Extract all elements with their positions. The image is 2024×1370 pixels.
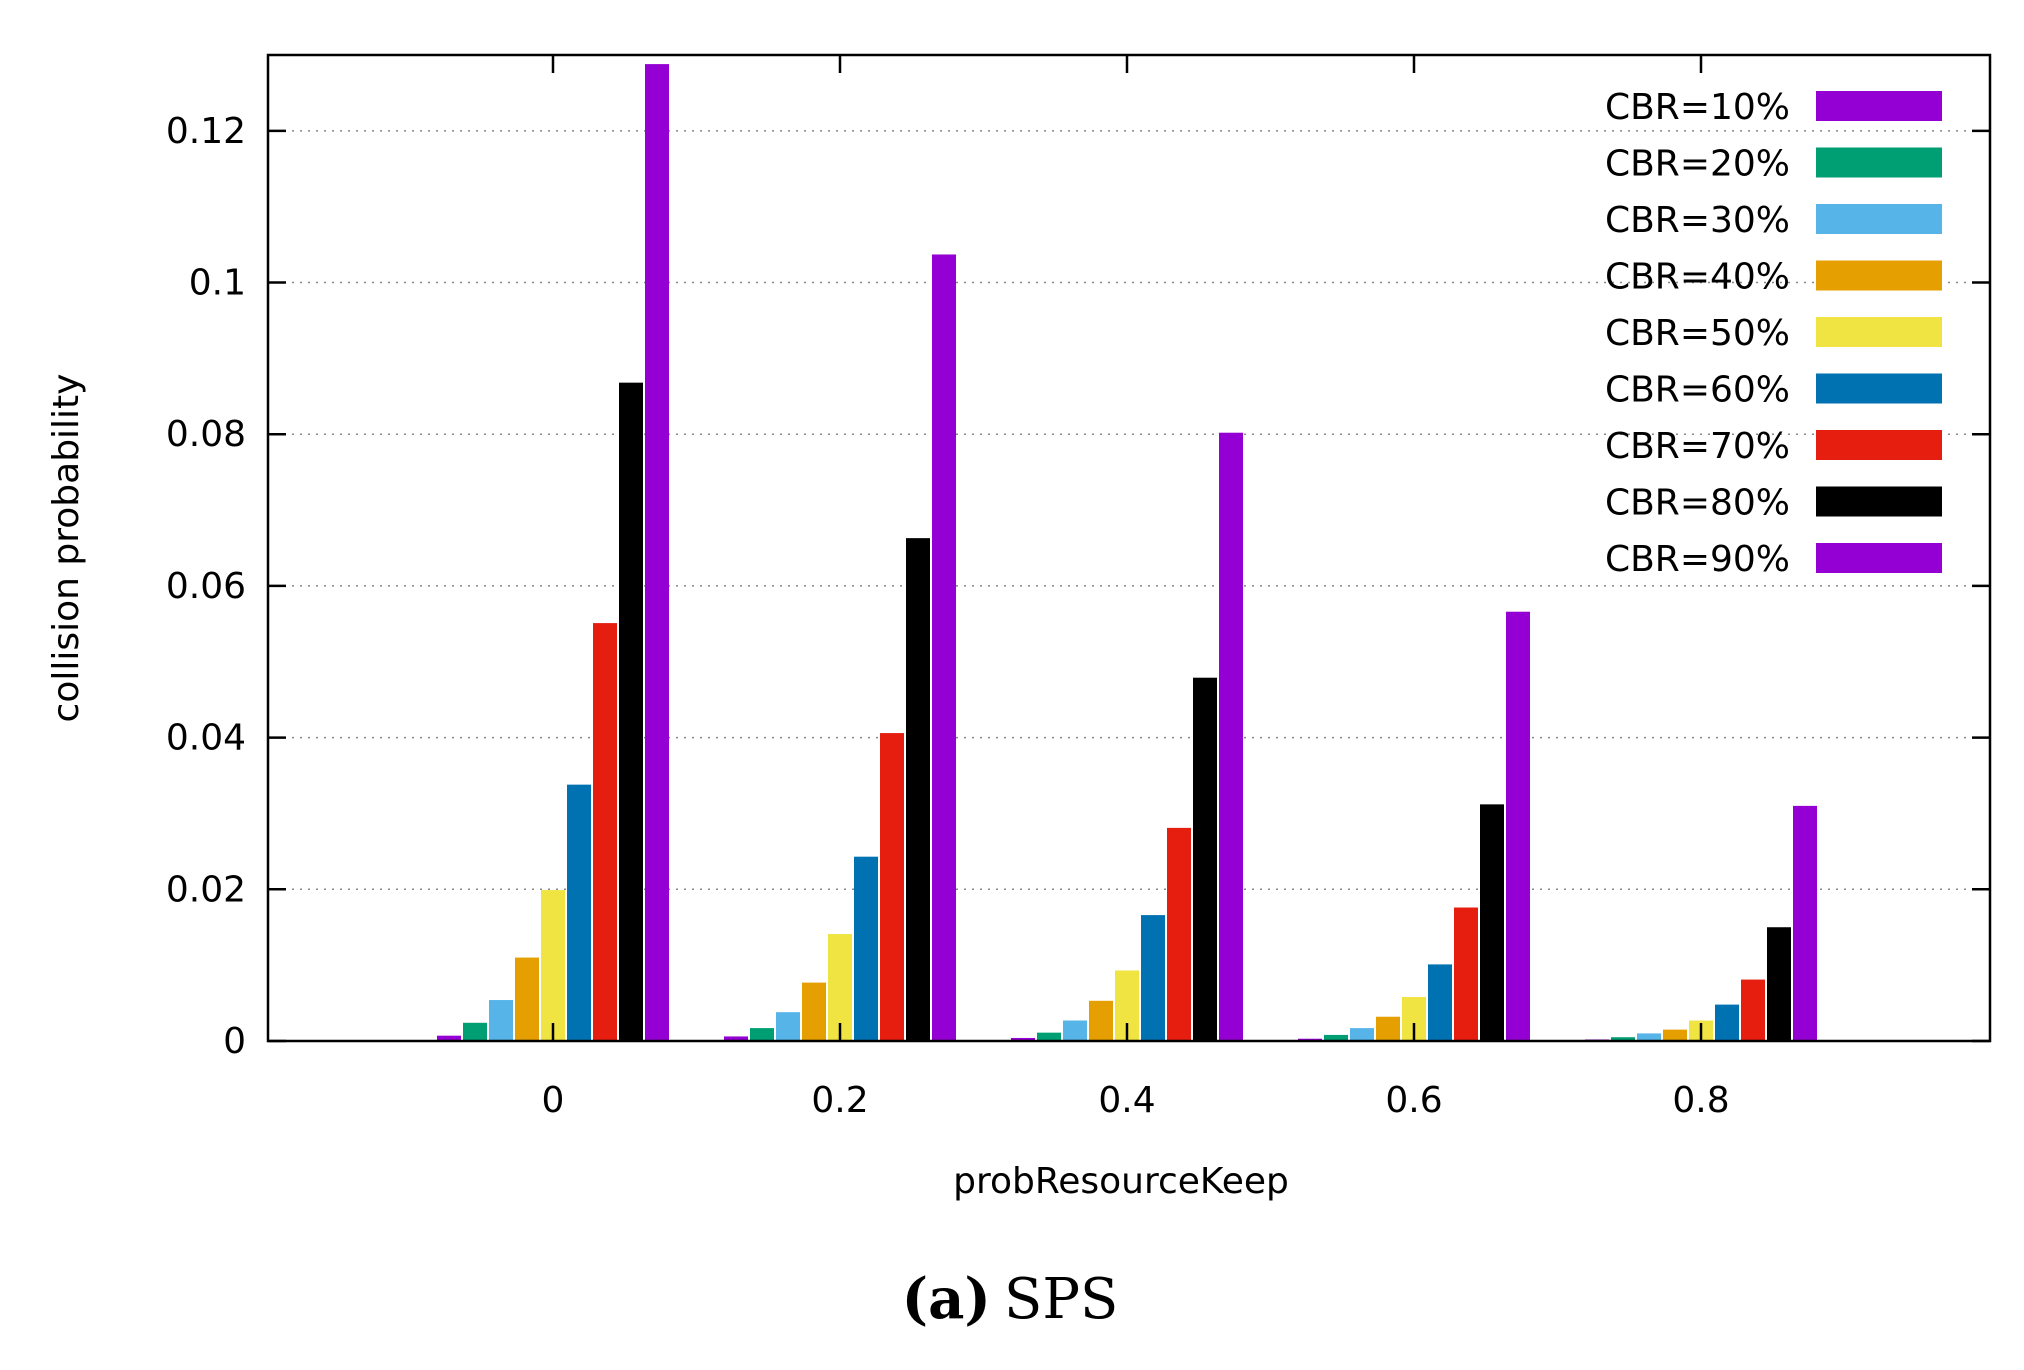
bar	[1741, 979, 1765, 1041]
legend-swatch	[1816, 430, 1942, 460]
x-axis-title: probResourceKeep	[953, 1161, 1289, 1202]
legend-label: CBR=70%	[1605, 426, 1790, 467]
bar	[1324, 1034, 1348, 1041]
bar	[1637, 1033, 1661, 1041]
legend-swatch	[1816, 91, 1942, 121]
x-tick-labels: 0 0.2 0.4 0.6 0.8	[542, 1080, 1730, 1121]
bar	[1350, 1028, 1374, 1041]
bar	[515, 957, 539, 1041]
y-tick-label: 0.04	[166, 718, 246, 759]
bar	[1376, 1016, 1400, 1041]
y-tick-label: 0.02	[166, 869, 246, 910]
legend-label: CBR=30%	[1605, 200, 1790, 241]
legend-swatch	[1816, 486, 1942, 517]
legend-label: CBR=80%	[1605, 483, 1790, 524]
legend-swatch	[1816, 147, 1942, 178]
bar	[1089, 1000, 1113, 1041]
bars	[437, 64, 1817, 1041]
bar	[1506, 611, 1530, 1041]
bar	[463, 1022, 487, 1041]
caption-text: SPS	[1004, 1267, 1118, 1332]
x-tick-label: 0	[542, 1080, 565, 1121]
bar	[1219, 432, 1243, 1041]
legend-swatch	[1816, 260, 1942, 291]
bar	[1663, 1029, 1687, 1041]
bar	[1480, 804, 1504, 1041]
y-tick-label: 0.06	[166, 566, 246, 607]
bar	[776, 1012, 800, 1041]
bar	[1011, 1037, 1035, 1041]
x-tick-label: 0.2	[811, 1080, 868, 1121]
bar	[1715, 1004, 1739, 1041]
bar	[1611, 1037, 1635, 1041]
bar	[1063, 1020, 1087, 1041]
legend-label: CBR=90%	[1605, 539, 1790, 580]
y-axis-title: collision probability	[46, 374, 87, 723]
bar	[645, 64, 669, 1041]
legend-swatch	[1816, 317, 1942, 347]
bar	[437, 1035, 461, 1041]
y-tick-label: 0	[223, 1021, 246, 1062]
y-tick-label: 0.12	[166, 111, 246, 152]
figure-caption: (a) SPS	[902, 1266, 1119, 1332]
legend-label: CBR=40%	[1605, 257, 1790, 298]
bar	[750, 1028, 774, 1041]
bar	[1428, 964, 1452, 1041]
bar	[724, 1036, 748, 1041]
bar	[1167, 827, 1191, 1041]
y-tick-label: 0.08	[166, 414, 246, 455]
bar	[802, 982, 826, 1041]
legend-swatch	[1816, 373, 1942, 404]
bar	[619, 382, 643, 1041]
bar	[541, 890, 565, 1041]
bar	[932, 254, 956, 1041]
x-tick-label: 0.4	[1098, 1080, 1155, 1121]
bar	[1793, 805, 1817, 1041]
legend-label: CBR=60%	[1605, 370, 1790, 411]
bar	[906, 538, 930, 1041]
bar	[1454, 907, 1478, 1041]
caption-label: (a)	[902, 1266, 991, 1332]
x-tick-label: 0.6	[1385, 1080, 1442, 1121]
bar	[1193, 677, 1217, 1041]
bar	[567, 784, 591, 1041]
y-tick-labels: 0 0.02 0.04 0.06 0.08 0.1 0.12	[166, 111, 246, 1062]
bar	[1141, 915, 1165, 1041]
bar	[880, 733, 904, 1041]
legend-swatch	[1816, 204, 1942, 234]
bar	[593, 623, 617, 1041]
bar	[854, 856, 878, 1041]
legend-label: CBR=10%	[1605, 87, 1790, 128]
legend-label: CBR=50%	[1605, 313, 1790, 354]
legend: CBR=10% CBR=20% CBR=30% CBR=40% CBR=50% CBR=6…	[1605, 87, 1942, 580]
axis-ticks	[268, 55, 1990, 1043]
bar	[1767, 927, 1791, 1041]
x-tick-label: 0.8	[1672, 1080, 1729, 1121]
legend-swatch	[1816, 543, 1942, 573]
bar	[489, 1000, 513, 1041]
bar	[1037, 1032, 1061, 1041]
plot-frame	[266, 53, 1992, 1043]
y-tick-label: 0.1	[189, 263, 246, 304]
legend-label: CBR=20%	[1605, 144, 1790, 185]
